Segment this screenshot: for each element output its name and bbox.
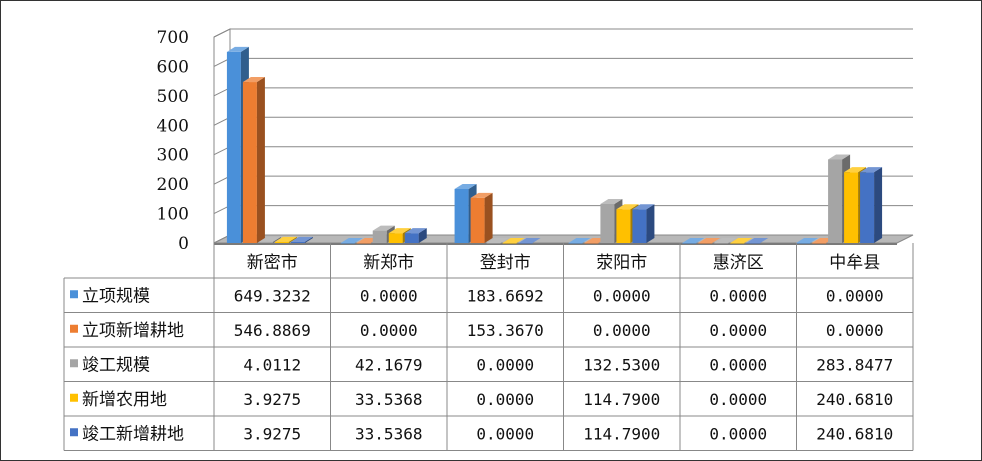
grid-layer [213,28,914,245]
data-cell: 114.7900 [583,424,660,443]
legend-label: 新增农用地 [82,390,167,410]
data-cell: 0.0000 [476,390,534,409]
data-cell: 132.5300 [583,355,660,374]
bar [258,236,281,243]
bar [632,204,655,243]
y-tick-label: 200 [157,175,189,195]
y-tick-label: 300 [157,146,189,166]
y-tick-label: 100 [157,205,189,225]
data-cell: 33.5368 [355,424,422,443]
data-cell: 0.0000 [709,390,767,409]
y-tick-label: 700 [157,28,189,48]
y-axis-ticks: 0 100 200 300 400 500 600 700 [157,28,189,254]
legend-swatch [70,290,78,299]
data-cell: 240.6810 [816,390,893,409]
y-tick-label: 500 [157,87,189,107]
legend-swatch [70,428,78,437]
data-cell: 3.9275 [243,390,301,409]
bar [714,238,737,244]
data-cell: 0.0000 [593,321,651,340]
data-cell: 0.0000 [593,286,651,305]
data-cell: 546.8869 [234,321,311,340]
bar [340,238,363,244]
data-cell: 0.0000 [709,424,767,443]
y-tick-label: 0 [178,234,189,254]
category-label: 登封市 [480,253,531,273]
bar [290,236,313,243]
data-cell: 0.0000 [476,355,534,374]
bar [860,167,883,243]
bar [682,238,705,244]
category-label: 新密市 [247,253,298,273]
category-label: 新郑市 [363,253,414,273]
floor-edge [214,243,897,245]
bar [568,238,591,244]
data-cell: 0.0000 [709,321,767,340]
data-cell: 0.0000 [360,286,418,305]
bar [470,192,493,243]
gridline [213,116,913,126]
data-cell: 114.7900 [583,390,660,409]
legend-swatch [70,359,78,368]
y-tick-label: 600 [157,57,189,77]
bar [698,238,721,244]
gridline [213,28,913,38]
category-label: 惠济区 [713,253,764,273]
bar [486,238,509,244]
data-cell: 649.3232 [234,286,311,305]
data-cell: 0.0000 [709,355,767,374]
bar [518,238,541,244]
bar [730,238,753,244]
legend-label: 立项新增耕地 [82,321,184,341]
gridline [213,205,913,215]
data-cell: 283.8477 [816,355,893,374]
data-cell: 183.6692 [467,286,544,305]
data-cell: 42.1679 [355,355,422,374]
category-label: 中牟县 [829,253,880,273]
gridline [213,87,913,97]
gridline [213,146,913,156]
legend-swatch [70,324,78,333]
legend-label: 竣工新增耕地 [82,424,184,444]
legend-label: 竣工规模 [82,355,150,375]
bars-layer [226,46,883,244]
data-cell: 0.0000 [826,321,884,340]
data-cell: 4.0112 [243,355,301,374]
data-cell: 240.6810 [816,424,893,443]
y-tick-label: 400 [157,116,189,136]
data-cell: 0.0000 [826,286,884,305]
gridline [213,57,913,67]
gridline [213,175,913,185]
legend-label: 立项规模 [82,286,150,306]
bar [274,236,297,243]
data-cell: 0.0000 [476,424,534,443]
category-label: 荥阳市 [596,253,647,273]
data-cell: 0.0000 [709,286,767,305]
data-cell: 3.9275 [243,424,301,443]
data-cell: 33.5368 [355,390,422,409]
bar [502,238,525,244]
data-cell: 153.3670 [467,321,544,340]
bar [746,238,769,244]
bar [796,238,819,244]
bar [242,77,265,244]
bar [404,228,427,243]
data-cell: 0.0000 [360,321,418,340]
legend-swatch [70,393,78,402]
